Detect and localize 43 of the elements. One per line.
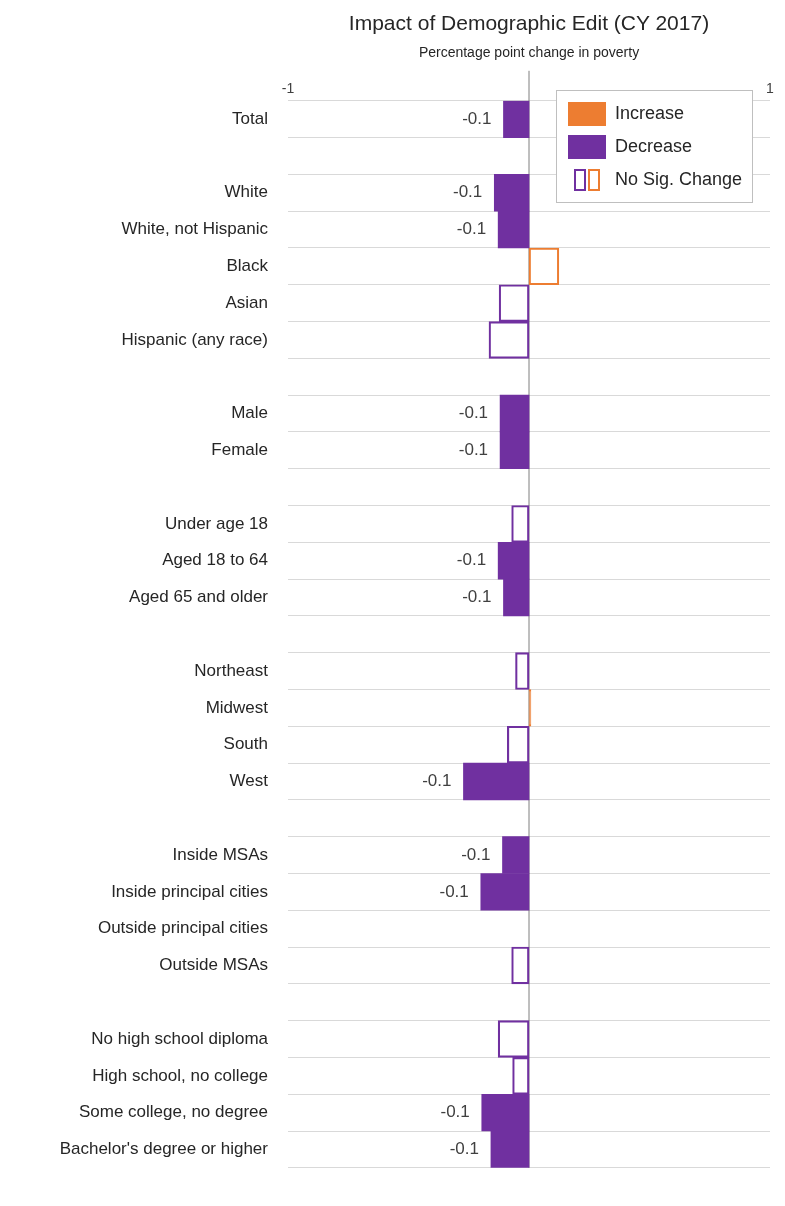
data-label: -0.1 <box>422 771 452 791</box>
y-tick-label: Outside principal cities <box>97 918 268 938</box>
y-tick-label: Female <box>211 440 268 460</box>
data-label: -0.1 <box>440 1102 470 1122</box>
y-tick-label: Under age 18 <box>164 513 268 533</box>
data-label: -0.1 <box>462 108 492 128</box>
y-tick-label: Inside principal cities <box>111 881 268 901</box>
data-label: -0.1 <box>453 182 483 202</box>
y-tick-label: South <box>223 734 268 754</box>
y-tick-label: Some college, no degree <box>78 1102 268 1122</box>
y-tick-label: White, not Hispanic <box>121 219 269 239</box>
y-tick-label: Black <box>226 256 269 276</box>
chart-title: Impact of Demographic Edit (CY 2017) <box>348 11 710 35</box>
y-tick-label: Asian <box>225 292 268 312</box>
y-tick-label: Aged 65 and older <box>129 587 269 607</box>
y-tick-label: Hispanic (any race) <box>121 329 268 349</box>
x-tick-label: -1 <box>281 80 295 97</box>
y-tick-label: Inside MSAs <box>172 844 268 864</box>
y-tick-label: White <box>224 182 268 202</box>
legend-label: No Sig. Change <box>615 169 743 190</box>
y-tick-label: Northeast <box>194 660 269 680</box>
data-label: -0.1 <box>461 844 491 864</box>
data-label: -0.1 <box>456 219 487 239</box>
data-label: -0.1 <box>449 1139 479 1159</box>
legend-label: Increase <box>615 103 685 124</box>
y-tick-label: Aged 18 to 64 <box>162 550 268 570</box>
data-label: -0.1 <box>439 881 469 901</box>
data-label: -0.1 <box>456 550 487 570</box>
y-tick-label: Outside MSAs <box>159 955 268 975</box>
legend-label: Decrease <box>615 136 693 157</box>
data-label: -0.1 <box>458 403 489 423</box>
y-tick-label: Bachelor's degree or higher <box>59 1139 269 1159</box>
chart-subtitle: Percentage point change in poverty <box>418 44 640 61</box>
y-tick-label: Male <box>231 403 268 423</box>
y-tick-label: Midwest <box>205 697 269 717</box>
data-label: -0.1 <box>462 587 492 607</box>
bar <box>503 100 530 138</box>
x-tick-label: 1 <box>766 80 775 97</box>
y-tick-label: No high school diploma <box>91 1028 269 1048</box>
data-label: -0.1 <box>458 440 489 460</box>
y-tick-label: High school, no college <box>92 1065 268 1085</box>
y-tick-label: West <box>229 771 269 791</box>
y-tick-label: Total <box>232 108 268 128</box>
